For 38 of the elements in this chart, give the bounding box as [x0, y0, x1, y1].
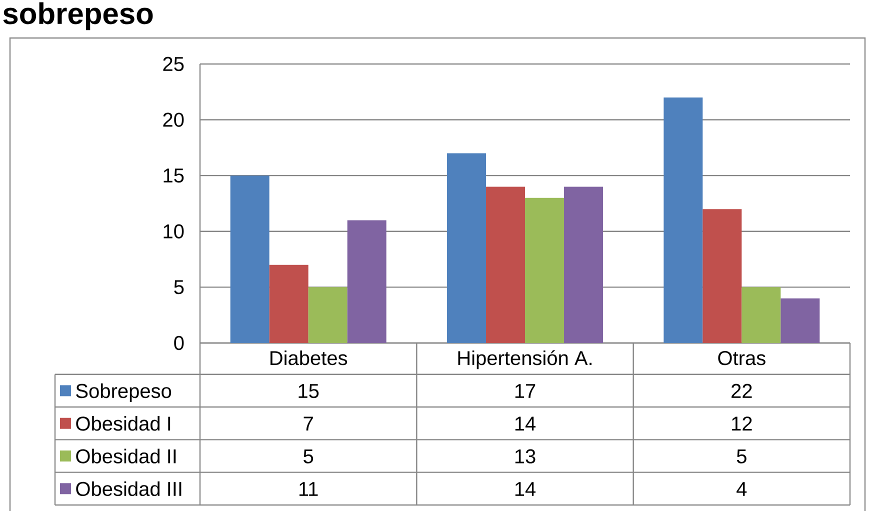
- legend-label: Obesidad I: [76, 416, 170, 431]
- bar: [447, 153, 486, 343]
- y-tick-label: 20: [163, 112, 184, 127]
- data-label: 7: [304, 416, 313, 431]
- bar: [230, 176, 270, 343]
- data-label: 15: [298, 384, 319, 398]
- bar: [664, 97, 703, 343]
- data-label: 12: [732, 416, 752, 431]
- x-tick-label: Otras: [718, 351, 766, 366]
- legend-label: Obesidad III: [76, 481, 182, 496]
- data-label: 4: [736, 482, 747, 496]
- data-label: 17: [515, 384, 536, 398]
- data-label: 22: [732, 384, 752, 398]
- bar: [564, 186, 604, 343]
- data-label: 5: [736, 449, 746, 464]
- data-label: 14: [515, 482, 536, 496]
- data-label: 5: [304, 449, 314, 464]
- y-tick-label: 10: [164, 224, 184, 238]
- bar: [525, 198, 564, 343]
- chart-title: sobrepeso: [3, 2, 153, 30]
- data-label: 14: [515, 416, 536, 431]
- bar: [347, 220, 386, 343]
- x-tick-label: Hipertensión A.: [458, 350, 592, 370]
- bar: [780, 298, 820, 343]
- data-label: 11: [299, 482, 318, 496]
- bar: [742, 287, 781, 343]
- legend-label: Obesidad II: [76, 448, 176, 464]
- y-tick-label: 5: [174, 280, 184, 294]
- bar: [269, 264, 308, 343]
- bar: [702, 209, 742, 343]
- legend-label: Sobrepeso: [76, 383, 172, 402]
- x-tick-label: Diabetes: [270, 350, 348, 366]
- bar: [308, 287, 348, 343]
- y-tick-label: 25: [163, 56, 184, 72]
- y-tick-label: 15: [164, 168, 184, 183]
- y-tick-label: 0: [174, 336, 184, 350]
- bar: [486, 186, 526, 343]
- data-label: 13: [515, 449, 536, 464]
